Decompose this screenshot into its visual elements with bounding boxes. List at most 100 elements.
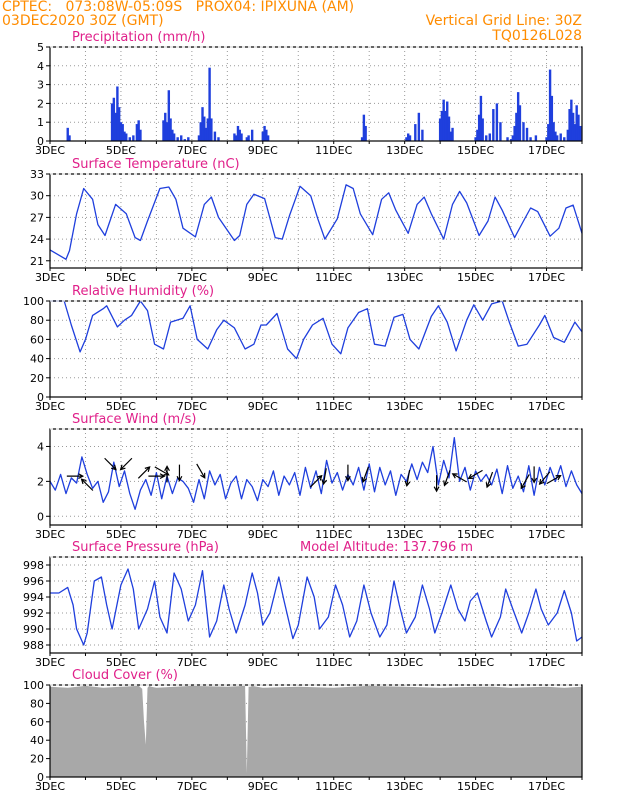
precip-bar	[405, 137, 408, 141]
x-tick-label: 5DEC	[106, 528, 136, 541]
x-tick-label: 5DEC	[106, 780, 136, 793]
precip-bar	[414, 124, 417, 141]
precip-bar	[208, 67, 211, 141]
x-tick-label: 13DEC	[386, 400, 423, 413]
wind-arrow	[80, 478, 94, 491]
x-tick-label: 3DEC	[35, 144, 65, 157]
wind-arrow	[309, 474, 323, 488]
wind-arrow-head	[110, 464, 117, 471]
wind-arrow-shaft	[154, 466, 169, 476]
x-tick-label: 17DEC	[528, 144, 565, 157]
precip-bar	[474, 137, 477, 141]
precip-bar	[116, 86, 119, 141]
precip-bar	[447, 116, 451, 141]
wind-arrow-shaft	[104, 457, 117, 470]
precip-bar	[197, 135, 201, 141]
precip-bar	[518, 105, 522, 141]
precip-bar	[515, 112, 518, 141]
precip-bar	[206, 118, 210, 141]
y-tick-label: 4	[37, 440, 44, 453]
precip-bar	[217, 137, 220, 141]
x-tick-label: 9DEC	[248, 656, 278, 669]
precip-bar	[568, 109, 571, 141]
precip-bar	[236, 125, 240, 141]
x-tick-label: 11DEC	[315, 144, 352, 157]
wind-arrow	[404, 469, 411, 487]
y-tick-label: 0	[37, 771, 44, 784]
precip-bar	[167, 90, 171, 141]
wind-arrow-head	[443, 480, 449, 487]
y-tick-label: 27	[30, 211, 44, 224]
wind-arrow	[104, 457, 117, 471]
precip-bar	[235, 135, 238, 141]
x-tick-label: 9DEC	[248, 528, 278, 541]
x-tick-label: 13DEC	[386, 271, 423, 284]
chart-header: CPTEC: 073:08W-05:09S PROX04: IPIXUNA (A…	[0, 0, 618, 44]
x-tick-label: 17DEC	[528, 780, 565, 793]
wind-arrow-shaft	[468, 469, 483, 479]
panel-title: Precipitation (mm/h)	[72, 30, 205, 45]
wind-arrow-head	[200, 472, 206, 479]
precip-bar	[137, 120, 140, 141]
y-tick-label: 3	[37, 79, 44, 92]
precip-bar	[238, 129, 241, 141]
x-tick-label: 7DEC	[177, 271, 207, 284]
precip-bar	[529, 137, 532, 141]
y-tick-label: 4	[37, 60, 44, 73]
precip-bar	[421, 129, 424, 141]
x-tick-label: 13DEC	[386, 780, 423, 793]
wind-arrow-head	[159, 473, 166, 480]
x-tick-label: 3DEC	[35, 528, 65, 541]
x-tick-label: 15DEC	[457, 144, 494, 157]
wind-arrow-head	[555, 474, 562, 481]
x-tick-label: 15DEC	[457, 271, 494, 284]
precip-bar	[547, 124, 550, 141]
series-line	[50, 568, 583, 646]
wind-arrow-head	[361, 476, 368, 484]
precip-bar	[203, 116, 206, 141]
precip-bar	[481, 118, 484, 141]
y-tick-label: 30	[30, 190, 44, 203]
panel-frame	[49, 173, 583, 269]
precip-bar	[408, 135, 412, 141]
wind-arrow	[196, 463, 206, 479]
precip-bar	[117, 107, 121, 141]
wind-arrow-head	[485, 482, 492, 489]
precip-bar	[442, 99, 445, 141]
x-tick-label: 7DEC	[177, 400, 207, 413]
precip-bar	[444, 110, 447, 141]
precip-bar	[187, 137, 190, 141]
x-tick-label: 17DEC	[528, 271, 565, 284]
precip-bar	[511, 135, 515, 141]
precip-bar	[360, 137, 364, 141]
precip-bar	[213, 131, 217, 141]
wind-arrow	[119, 457, 133, 471]
wind-arrow-shaft	[196, 463, 206, 479]
wind-arrow-head	[144, 466, 151, 472]
y-tick-label: 21	[30, 255, 44, 268]
x-tick-label: 11DEC	[315, 656, 352, 669]
y-tick-label: 20	[30, 753, 44, 766]
wind-arrow-head	[404, 480, 411, 487]
precip-bar	[550, 95, 554, 141]
x-tick-label: 17DEC	[528, 400, 565, 413]
precip-bar	[119, 122, 123, 141]
panel-3: Relative Humidity (%) 0 20 40 60 80 100 3DEC 5DE…	[23, 284, 583, 413]
precip-bar	[559, 133, 562, 141]
wind-arrow	[148, 473, 166, 480]
precip-bar	[66, 127, 69, 141]
wind-arrow-head	[520, 483, 526, 490]
precip-bar	[495, 103, 499, 141]
precip-bar	[440, 110, 444, 141]
precip-bar	[362, 114, 366, 141]
precip-bar	[261, 131, 264, 141]
precip-bar	[176, 137, 179, 141]
precip-bar	[169, 118, 172, 141]
precip-bar	[135, 124, 139, 141]
wind-arrow	[520, 474, 530, 490]
y-tick-label: 990	[23, 623, 44, 636]
y-tick-label: 0	[37, 391, 44, 404]
x-tick-label: 11DEC	[315, 271, 352, 284]
panel-title: Cloud Cover (%)	[72, 668, 178, 683]
precip-bar	[506, 137, 509, 141]
